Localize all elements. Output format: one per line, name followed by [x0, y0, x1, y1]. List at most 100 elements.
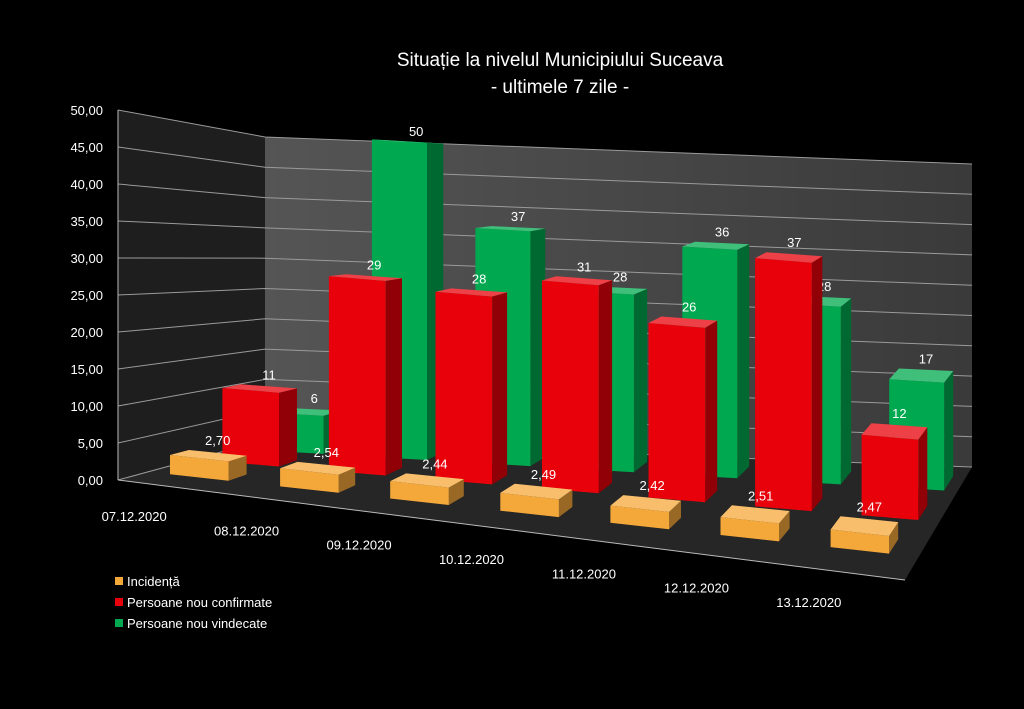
y-axis: 0,00 5,00 10,00 15,00 20,00 25,00 30,00 35,00 40…: [70, 103, 103, 488]
category-label: 09.12.2020: [327, 538, 392, 553]
bar-top: [720, 505, 790, 524]
bar-front: [435, 291, 493, 485]
legend-swatch: [115, 619, 123, 627]
bar-front: [610, 505, 669, 530]
bar-side: [705, 320, 718, 503]
bar: [610, 495, 681, 530]
data-label: 2,54: [314, 445, 339, 460]
data-label: 2,51: [748, 488, 773, 503]
y-tick-label: 40,00: [70, 177, 103, 192]
bar: [861, 423, 928, 520]
bar-front: [222, 388, 279, 467]
bar: [222, 384, 297, 467]
bar-top: [610, 495, 681, 512]
bar-top: [435, 288, 508, 297]
bar-front: [328, 276, 386, 476]
legend-swatch: [115, 598, 123, 606]
data-label: 37: [787, 235, 801, 250]
bar-top: [170, 450, 247, 462]
bar-front: [170, 455, 229, 481]
bar: [500, 483, 573, 518]
data-label: 2,42: [639, 478, 664, 493]
y-tick-label: 35,00: [70, 214, 103, 229]
data-label: 11: [262, 367, 276, 382]
bar: [280, 461, 356, 493]
chart-subtitle: - ultimele 7 zile -: [491, 77, 629, 98]
bar-side: [918, 427, 928, 520]
x-axis: 07.12.2020 08.12.2020 09.12.2020 10.12.2020…: [102, 509, 842, 610]
bar: [755, 252, 823, 512]
bar: [648, 316, 718, 503]
bar: [328, 274, 402, 476]
bar-side: [779, 511, 790, 542]
bar-top: [500, 483, 573, 500]
bar-side: [811, 256, 823, 512]
legend-swatch: [115, 577, 123, 585]
bar-front: [720, 517, 779, 542]
y-tick-label: 20,00: [70, 325, 103, 340]
legend: Incidență Persoane nou confirmate Persoane…: [115, 574, 272, 631]
category-label: 13.12.2020: [776, 595, 841, 610]
data-label: 2,44: [422, 456, 447, 471]
bar-top: [475, 226, 546, 232]
data-label: 17: [919, 352, 933, 367]
category-label: 08.12.2020: [214, 523, 279, 538]
bars: 6503728362817112928312637122,702,542,442…: [170, 124, 954, 554]
y-tick-label: 30,00: [70, 251, 103, 266]
data-label: 31: [577, 259, 591, 274]
category-label: 11.12.2020: [552, 566, 616, 581]
bar-side: [889, 522, 899, 554]
bar: [720, 505, 790, 542]
bar-top: [280, 461, 356, 475]
bar: [542, 276, 613, 494]
bar-top: [889, 368, 954, 383]
bar-side: [598, 280, 613, 494]
y-tick-label: 10,00: [70, 399, 103, 414]
bar-side: [669, 500, 681, 530]
bar-front: [861, 434, 919, 520]
bar-side: [279, 388, 297, 467]
bar-front: [280, 468, 339, 493]
bar-top: [371, 139, 444, 144]
data-label: 28: [613, 269, 627, 284]
legend-label: Incidență: [127, 574, 181, 589]
category-label: 12.12.2020: [664, 581, 729, 596]
bar-top: [648, 316, 718, 328]
bar-side: [944, 371, 954, 491]
data-label: 50: [409, 124, 423, 139]
bar-front: [755, 258, 812, 512]
bar-top: [222, 384, 297, 393]
bar-top: [390, 473, 464, 488]
x-axis-line: [117, 479, 906, 581]
bar-side: [385, 278, 402, 476]
data-label: 29: [367, 257, 381, 272]
bar-front: [500, 492, 559, 518]
y-tick-label: 50,00: [70, 103, 103, 118]
data-label: 2,47: [857, 499, 882, 514]
bar-side: [228, 455, 247, 481]
category-label: 10.12.2020: [439, 552, 504, 567]
bar-top: [755, 252, 823, 263]
chart-title: Situație la nivelul Municipiului Suceava: [397, 50, 724, 71]
data-label: 2,49: [531, 467, 556, 482]
legend-label: Persoane nou confirmate: [127, 595, 272, 610]
data-label: 6: [311, 391, 318, 406]
bar-side: [448, 479, 464, 505]
data-label: 2,70: [205, 433, 230, 448]
y-tick-label: 25,00: [70, 288, 103, 303]
bar-side: [840, 298, 852, 485]
bar-side: [633, 288, 648, 473]
bar: [390, 473, 464, 505]
bar-side: [338, 467, 356, 493]
y-tick-label: 45,00: [70, 140, 103, 155]
data-label: 37: [511, 209, 525, 224]
bar: [830, 516, 899, 554]
y-tick-label: 0,00: [78, 473, 103, 488]
bar-front: [648, 323, 706, 503]
bar-side: [530, 228, 546, 467]
bar-top: [542, 276, 613, 286]
gridline: [117, 109, 973, 165]
bar-top: [682, 241, 750, 250]
category-label: 07.12.2020: [102, 509, 167, 524]
